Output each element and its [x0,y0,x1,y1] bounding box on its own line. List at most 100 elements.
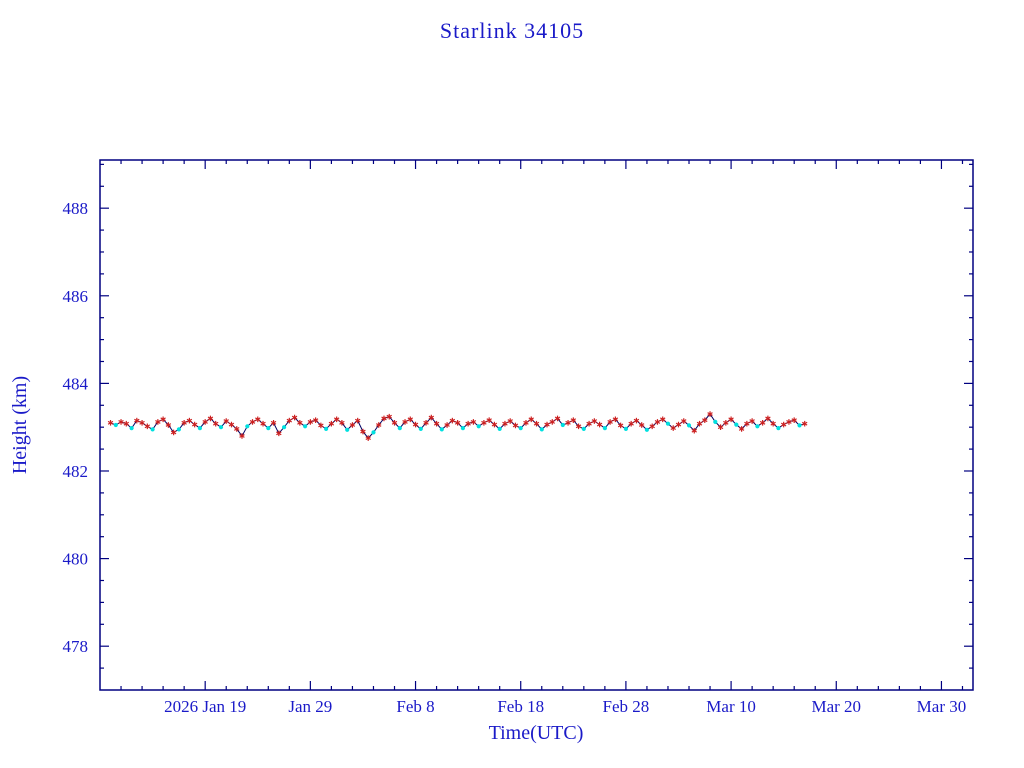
marker-arm [717,425,724,430]
cyan-dot-marker [518,426,523,431]
marker-arm [765,416,771,421]
red-asterisk-marker [144,423,151,430]
marker-arm [123,421,130,426]
red-asterisk-marker [118,419,124,425]
y-tick-label: 486 [63,287,89,306]
cyan-dot-marker [755,424,760,429]
cyan-dot-marker [497,426,502,431]
marker-arm [449,418,456,423]
red-asterisk-marker [744,420,750,427]
marker-arm [165,423,172,427]
y-tick-label: 478 [63,637,89,656]
marker-arm [433,421,440,426]
red-asterisk-marker [486,417,492,423]
x-axis-label: Time(UTC) [489,722,584,744]
cyan-dot-marker [418,426,423,431]
marker-arm [470,420,477,424]
cyan-dot-marker [113,422,118,428]
marker-arm [249,420,256,424]
x-tick-label: Mar 30 [917,697,967,716]
red-asterisk-marker [633,417,640,424]
y-tick-label: 482 [63,462,89,481]
marker-arm [233,427,240,431]
red-asterisk-marker [354,417,361,424]
y-tick-label: 484 [63,374,89,393]
marker-arm [596,422,603,427]
red-asterisk-marker [339,420,345,426]
x-tick-label: Feb 8 [396,697,434,716]
marker-arm [407,417,414,422]
marker-arm [318,423,324,428]
marker-arm [628,421,634,426]
marker-arm [328,421,335,426]
marker-arm [170,430,177,435]
marker-arm [723,420,729,425]
red-asterisk-marker [544,421,550,428]
red-asterisk-marker [749,418,755,424]
marker-arm [523,420,529,425]
red-asterisk-marker [155,419,161,425]
red-asterisk-marker [286,417,293,424]
marker-arm [570,418,577,423]
red-asterisk-marker [165,422,172,428]
marker-arm [728,417,734,422]
red-asterisk-marker [691,427,698,434]
red-asterisk-marker [512,422,519,429]
red-asterisk-marker [681,418,687,424]
connecting-line [110,413,805,439]
marker-arm [118,420,124,424]
cyan-dot-marker [776,426,781,431]
red-asterisk-marker [328,420,335,427]
x-tick-label: 2026 Jan 19 [164,697,246,716]
red-asterisk-marker [659,416,666,423]
red-asterisk-marker [297,420,303,426]
plot-border [99,159,974,691]
marker-arm [333,417,340,422]
red-asterisk-marker [449,417,456,424]
marker-arm [270,420,277,425]
cyan-dot-marker [460,426,465,431]
cyan-dot-marker [129,426,134,431]
red-asterisk-marker [249,419,256,425]
red-asterisk-marker [765,415,771,422]
red-asterisk-marker [770,420,776,427]
red-asterisk-marker [170,429,177,436]
marker-arm [360,429,366,434]
red-asterisk-marker [270,420,277,426]
marker-arm [549,420,556,424]
marker-arm [586,421,592,426]
red-asterisk-marker [780,421,787,428]
red-asterisk-marker [628,420,634,427]
cyan-dot-marker [665,421,671,426]
marker-arm [591,419,598,423]
red-asterisk-marker [675,421,682,428]
red-asterisk-marker [307,419,314,425]
red-asterisk-marker [670,425,676,431]
marker-arm [533,421,540,426]
red-asterisk-marker [575,423,582,430]
red-asterisk-marker [312,417,319,423]
marker-arm [749,419,755,423]
marker-arm [402,420,408,424]
red-asterisk-marker [412,421,419,428]
red-asterisk-marker [507,418,513,424]
red-asterisk-marker [612,416,619,423]
cyan-dot-marker [581,426,586,431]
red-asterisk-marker [533,420,540,427]
red-asterisk-marker [502,420,508,427]
cyan-dot-marker [623,426,629,431]
marker-arm [486,418,492,423]
cyan-dot-marker [371,430,376,435]
cyan-dot-marker [397,426,402,431]
red-asterisk-marker [549,419,556,425]
red-asterisk-marker [523,420,529,426]
marker-arm [707,412,713,416]
marker-arm [544,422,550,427]
cyan-dot-marker [713,419,718,424]
marker-arm [702,418,708,423]
red-asterisk-marker [391,420,398,426]
y-axis-label: Height (km) [9,376,31,474]
data-series [107,411,808,441]
red-asterisk-marker [638,422,645,428]
